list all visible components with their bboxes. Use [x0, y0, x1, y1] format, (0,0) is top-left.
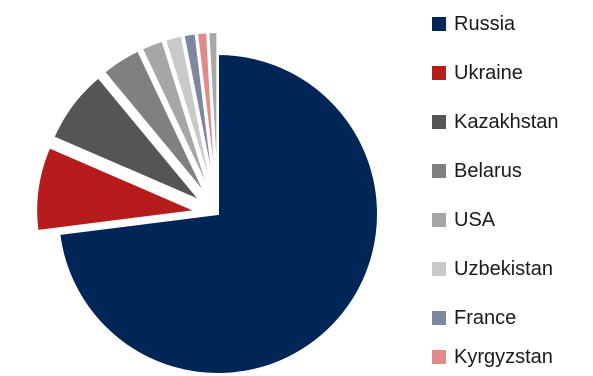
legend-item-france: France — [432, 304, 516, 332]
legend-item-belarus: Belarus — [432, 157, 522, 185]
legend-swatch-kyrgyzstan — [432, 350, 446, 364]
pie-slice-belarus — [102, 49, 208, 197]
pie-slice-france — [182, 32, 216, 193]
legend-label-usa: USA — [454, 208, 496, 231]
pie-slice-kazakhstan — [52, 76, 202, 202]
legend-label-belarus: Belarus — [454, 159, 522, 182]
pie-slice-russia — [58, 52, 379, 375]
legend-swatch-kazakhstan — [432, 115, 446, 129]
legend-swatch-russia — [432, 17, 446, 31]
legend-item-ukraine: Ukraine — [432, 59, 523, 87]
legend-swatch-ukraine — [432, 66, 446, 80]
legend-label-kazakhstan: Kazakhstan — [454, 110, 559, 133]
legend-label-france: France — [454, 306, 517, 329]
legend-swatch-usa — [432, 213, 446, 227]
legend-label-ukraine: Ukraine — [454, 61, 523, 84]
legend-item-kazakhstan: Kazakhstan — [432, 108, 559, 136]
pie-slice-kyrgyzstan — [195, 31, 218, 193]
pie-slice-ukraine — [35, 146, 200, 233]
legend-item-russia: Russia — [432, 10, 515, 38]
legend-swatch-france — [432, 311, 446, 325]
pie-slice-uzbekistan — [163, 34, 214, 193]
legend-label-kyrgyzstan: Kyrgyzstan — [454, 345, 553, 368]
legend-label-russia: Russia — [454, 12, 516, 35]
legend-swatch-belarus — [432, 164, 446, 178]
legend-label-uzbekistan: Uzbekistan — [454, 257, 553, 280]
legend-item-uzbekistan: Uzbekistan — [432, 255, 553, 283]
pie-slice-usa — [140, 39, 211, 194]
legend-item-usa: USA — [432, 206, 495, 234]
pie-slice-other — [207, 31, 219, 193]
legend-swatch-uzbekistan — [432, 262, 446, 276]
legend-item-kyrgyzstan: Kyrgyzstan — [432, 343, 553, 371]
